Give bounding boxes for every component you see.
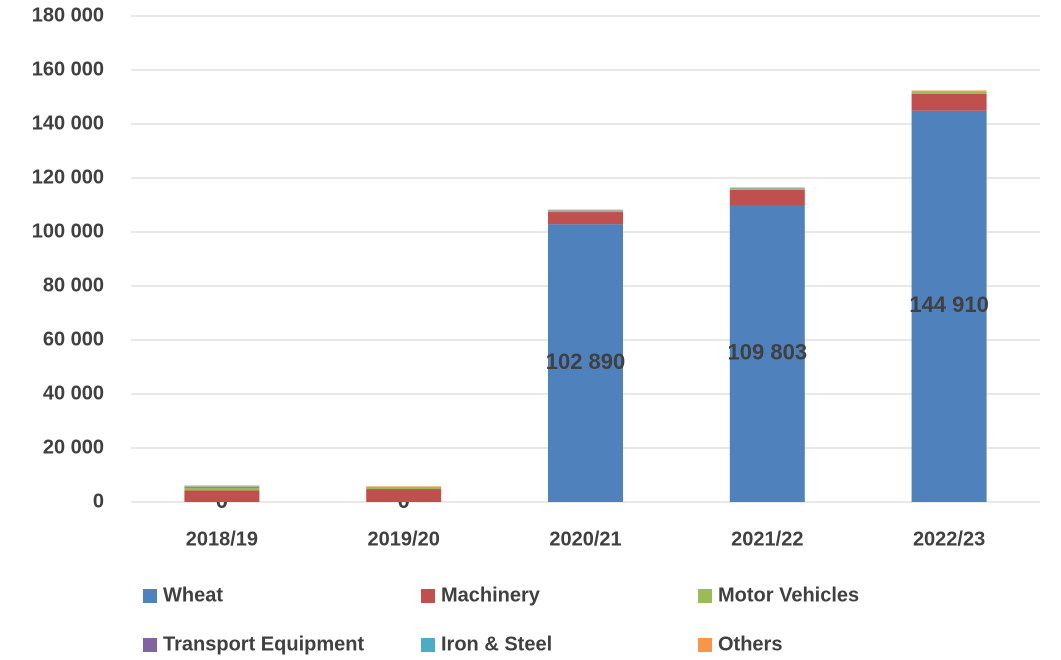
bar-segment bbox=[911, 91, 987, 94]
bar-segment bbox=[184, 486, 260, 487]
bar-segment bbox=[366, 489, 442, 502]
data-label: 102 890 bbox=[546, 349, 626, 374]
data-label: 144 910 bbox=[909, 292, 989, 317]
x-tick-label: 2018/19 bbox=[186, 528, 258, 550]
bar-segment bbox=[729, 188, 805, 190]
bar-segment bbox=[729, 189, 805, 206]
y-tick-label: 20 000 bbox=[43, 436, 104, 458]
x-tick-label: 2020/21 bbox=[549, 528, 621, 550]
y-tick-label: 160 000 bbox=[32, 58, 104, 80]
bar-segment bbox=[184, 485, 260, 487]
legend-swatch bbox=[698, 638, 712, 652]
bar-segment bbox=[729, 205, 805, 502]
bar-segment bbox=[548, 224, 623, 502]
bar-segment bbox=[366, 487, 442, 490]
y-tick-label: 80 000 bbox=[43, 274, 104, 296]
y-tick-label: 120 000 bbox=[32, 166, 104, 188]
legend-label: Others bbox=[718, 633, 782, 655]
bar-segment bbox=[911, 110, 987, 503]
legend-swatch bbox=[421, 638, 435, 652]
bar-segment bbox=[548, 209, 623, 211]
legend-swatch bbox=[421, 589, 435, 603]
y-tick-label: 60 000 bbox=[43, 328, 104, 350]
bar-segment bbox=[548, 210, 623, 213]
y-tick-label: 0 bbox=[93, 490, 104, 512]
bar-segment bbox=[911, 93, 987, 111]
bar-segment bbox=[366, 486, 442, 487]
legend-label: Transport Equipment bbox=[163, 633, 364, 655]
bar-segment bbox=[184, 486, 260, 488]
legend-swatch bbox=[698, 589, 712, 603]
bar-segment bbox=[911, 90, 987, 92]
legend-swatch bbox=[143, 589, 157, 603]
y-tick-label: 180 000 bbox=[32, 4, 104, 26]
bar-segment bbox=[184, 490, 260, 502]
x-tick-label: 2019/20 bbox=[368, 528, 440, 550]
legend-label: Wheat bbox=[163, 584, 223, 606]
bar-segment bbox=[548, 212, 623, 225]
legend-label: Motor Vehicles bbox=[718, 584, 859, 606]
bar-segment bbox=[184, 487, 260, 491]
x-tick-label: 2022/23 bbox=[913, 528, 985, 550]
legend-label: Machinery bbox=[441, 584, 541, 606]
x-tick-label: 2021/22 bbox=[731, 528, 803, 550]
y-tick-label: 100 000 bbox=[32, 220, 104, 242]
legend-swatch bbox=[143, 638, 157, 652]
bar-segment bbox=[729, 187, 805, 188]
y-tick-label: 140 000 bbox=[32, 112, 104, 134]
y-tick-label: 40 000 bbox=[43, 382, 104, 404]
data-label: 109 803 bbox=[728, 340, 808, 365]
legend-label: Iron & Steel bbox=[441, 633, 552, 655]
